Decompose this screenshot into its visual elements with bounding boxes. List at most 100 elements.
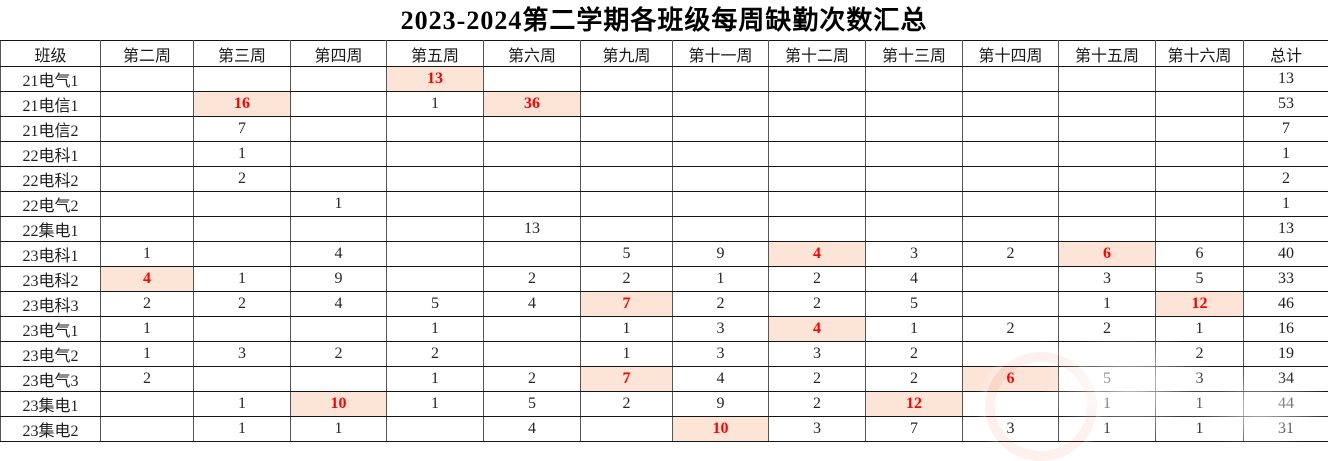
week-value-cell: 4: [291, 292, 387, 317]
week-value-cell: [387, 417, 484, 442]
class-name-cell: 23电科2: [1, 267, 101, 292]
class-name-cell: 23集电2: [1, 417, 101, 442]
week-value-cell: [673, 167, 769, 192]
week-value-cell: 1: [1156, 392, 1244, 417]
week-value-cell: 3: [194, 342, 291, 367]
week-value-cell: [194, 67, 291, 92]
week-value-cell: 1: [866, 317, 963, 342]
week-value-cell: [484, 142, 581, 167]
week-value-cell: 2: [484, 367, 581, 392]
week-value-cell: [1059, 92, 1156, 117]
week-value-cell: [484, 192, 581, 217]
column-header: 班级: [1, 41, 101, 67]
column-header: 第五周: [387, 41, 484, 67]
week-value-cell: 4: [769, 317, 866, 342]
week-value-cell: 12: [1156, 292, 1244, 317]
column-header: 第六周: [484, 41, 581, 67]
week-value-cell: [1059, 167, 1156, 192]
week-value-cell: [1059, 342, 1156, 367]
week-value-cell: [194, 217, 291, 242]
week-value-cell: 36: [484, 92, 581, 117]
week-value-cell: [484, 167, 581, 192]
week-value-cell: 1: [1059, 392, 1156, 417]
week-value-cell: 2: [769, 367, 866, 392]
week-value-cell: 2: [673, 292, 769, 317]
week-value-cell: 1: [1059, 292, 1156, 317]
week-value-cell: 3: [673, 342, 769, 367]
week-value-cell: 1: [387, 367, 484, 392]
total-cell: 1: [1244, 192, 1328, 217]
week-value-cell: [673, 142, 769, 167]
week-value-cell: [581, 417, 673, 442]
class-name-cell: 23集电1: [1, 392, 101, 417]
week-value-cell: [866, 92, 963, 117]
week-value-cell: [1156, 167, 1244, 192]
week-value-cell: [866, 67, 963, 92]
week-value-cell: [1156, 67, 1244, 92]
week-value-cell: [673, 92, 769, 117]
week-value-cell: [963, 392, 1059, 417]
week-value-cell: [1059, 67, 1156, 92]
week-value-cell: [581, 92, 673, 117]
week-value-cell: [387, 242, 484, 267]
total-cell: 33: [1244, 267, 1328, 292]
total-cell: 13: [1244, 217, 1328, 242]
week-value-cell: [769, 142, 866, 167]
week-value-cell: [291, 217, 387, 242]
week-value-cell: [866, 167, 963, 192]
week-value-cell: [101, 392, 194, 417]
week-value-cell: 1: [1156, 417, 1244, 442]
week-value-cell: [1059, 217, 1156, 242]
class-name-cell: 21电信1: [1, 92, 101, 117]
week-value-cell: [101, 192, 194, 217]
week-value-cell: [673, 217, 769, 242]
week-value-cell: [769, 92, 866, 117]
week-value-cell: 10: [673, 417, 769, 442]
week-value-cell: 1: [291, 192, 387, 217]
column-header: 总计: [1244, 41, 1328, 67]
week-value-cell: [101, 67, 194, 92]
total-cell: 19: [1244, 342, 1328, 367]
week-value-cell: 3: [1156, 367, 1244, 392]
week-value-cell: [963, 267, 1059, 292]
week-value-cell: 2: [963, 317, 1059, 342]
week-value-cell: [291, 317, 387, 342]
week-value-cell: [769, 117, 866, 142]
week-value-cell: [963, 92, 1059, 117]
week-value-cell: [963, 117, 1059, 142]
week-value-cell: 1: [387, 392, 484, 417]
week-value-cell: 10: [291, 392, 387, 417]
week-value-cell: [963, 292, 1059, 317]
week-value-cell: 5: [1156, 267, 1244, 292]
week-value-cell: 2: [101, 292, 194, 317]
week-value-cell: [963, 217, 1059, 242]
week-value-cell: 1: [387, 317, 484, 342]
week-value-cell: [673, 192, 769, 217]
total-cell: 1: [1244, 142, 1328, 167]
week-value-cell: 1: [291, 417, 387, 442]
week-value-cell: [484, 242, 581, 267]
week-value-cell: [101, 417, 194, 442]
week-value-cell: 9: [673, 242, 769, 267]
week-value-cell: [1156, 92, 1244, 117]
total-cell: 31: [1244, 417, 1328, 442]
week-value-cell: 1: [1156, 317, 1244, 342]
week-value-cell: [769, 192, 866, 217]
class-name-cell: 23电气3: [1, 367, 101, 392]
week-value-cell: 1: [194, 392, 291, 417]
column-header: 第十二周: [769, 41, 866, 67]
week-value-cell: [866, 142, 963, 167]
week-value-cell: [387, 267, 484, 292]
week-value-cell: [1156, 217, 1244, 242]
week-value-cell: [581, 192, 673, 217]
week-value-cell: [673, 67, 769, 92]
week-value-cell: 4: [673, 367, 769, 392]
attendance-table: 班级第二周第三周第四周第五周第六周第九周第十一周第十二周第十三周第十四周第十五周…: [0, 40, 1328, 442]
week-value-cell: 13: [387, 67, 484, 92]
week-value-cell: 4: [484, 292, 581, 317]
week-value-cell: 16: [194, 92, 291, 117]
